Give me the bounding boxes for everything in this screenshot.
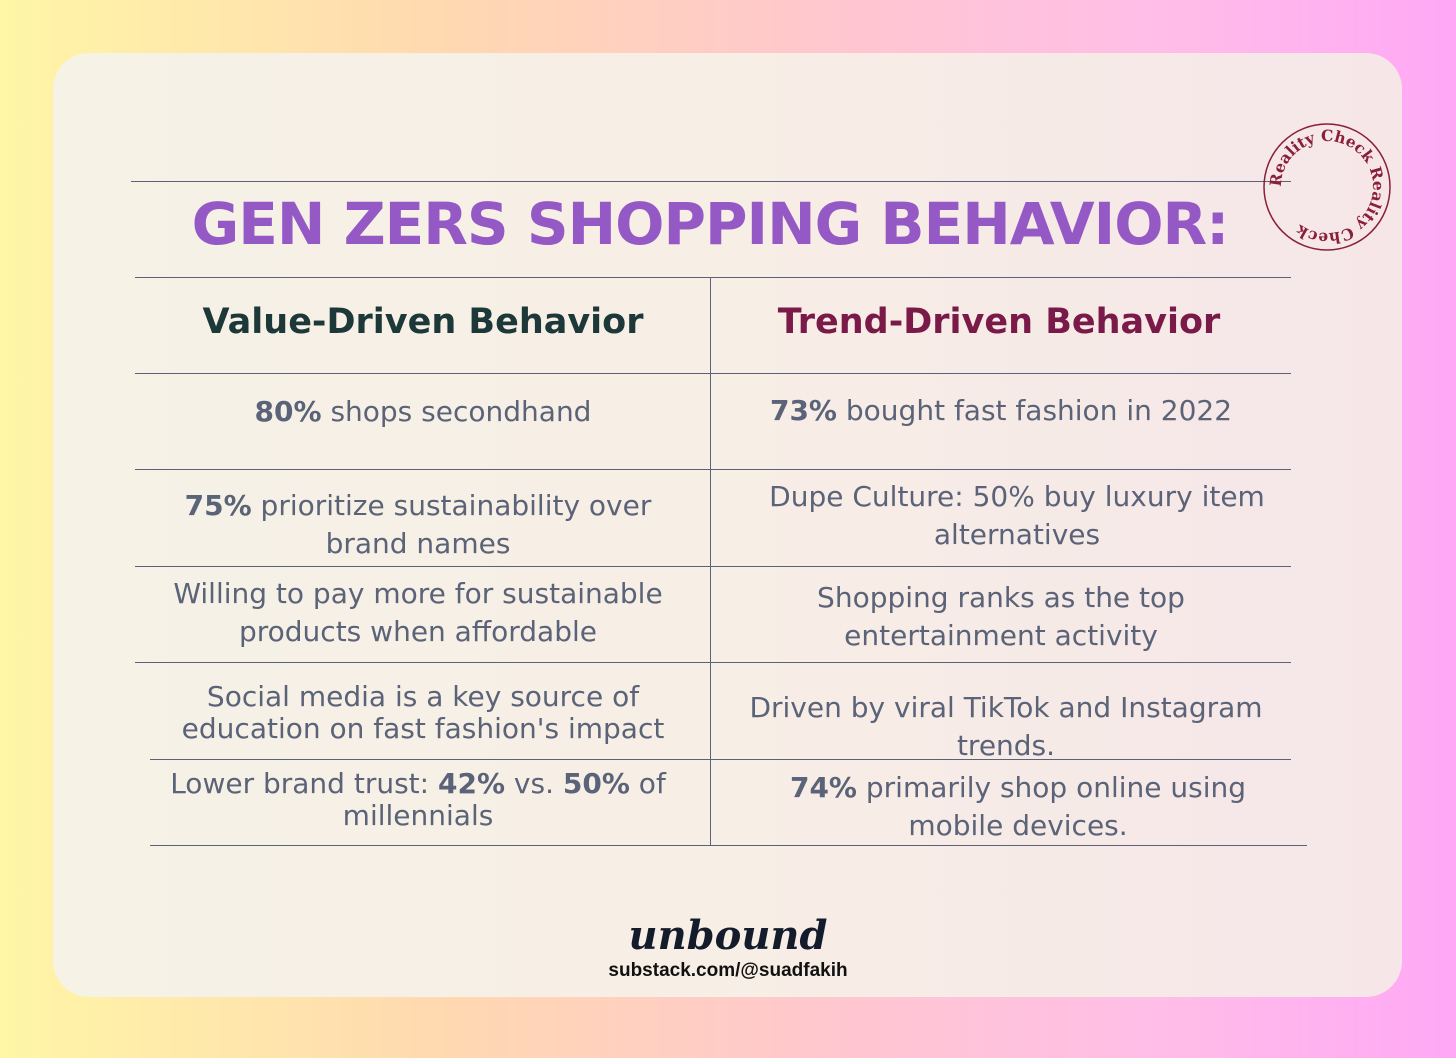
table-cell: Social media is a key source of educatio…	[181, 680, 665, 745]
header-top-divider	[135, 277, 1291, 278]
row-divider	[135, 469, 1291, 470]
table-cell: Lower brand trust: 42% vs. 50% of millen…	[170, 767, 666, 832]
stamp-text: Reality Check Reality Check	[1266, 126, 1388, 248]
table-cell: Driven by viral TikTok and Instagram tre…	[749, 691, 1263, 762]
table-bottom-divider	[150, 845, 1307, 846]
table-cell: Willing to pay more for sustainable prod…	[173, 577, 663, 648]
row-divider	[135, 566, 1291, 567]
substack-url: substack.com/@suadfakih	[608, 960, 848, 981]
infographic-card	[53, 53, 1402, 997]
column-header-trend-driven: Trend-Driven Behavior	[777, 302, 1221, 342]
table-cell: Shopping ranks as the top entertainment …	[817, 581, 1185, 652]
column-divider	[710, 278, 711, 845]
reality-check-stamp: Reality Check Reality Check	[1263, 123, 1391, 251]
table-cell: Dupe Culture: 50% buy luxury item altern…	[769, 480, 1265, 551]
table-cell: 73% bought fast fashion in 2022	[769, 394, 1233, 427]
table-cell: 80% shops secondhand	[254, 395, 592, 428]
column-header-value-driven: Value-Driven Behavior	[202, 302, 644, 342]
page-title: GEN ZERS SHOPPING BEHAVIOR:	[191, 190, 1230, 258]
header-bottom-divider	[135, 373, 1291, 374]
brand-logo: unbound	[628, 912, 828, 959]
table-cell: 74% primarily shop online using mobile d…	[789, 771, 1247, 842]
top-divider	[131, 181, 1291, 182]
svg-text:Reality Check Reality Check: Reality Check Reality Check	[1266, 126, 1388, 248]
table-cell: 75% prioritize sustainability over brand…	[184, 489, 652, 560]
row-divider	[150, 759, 1291, 760]
row-divider	[135, 662, 1291, 663]
